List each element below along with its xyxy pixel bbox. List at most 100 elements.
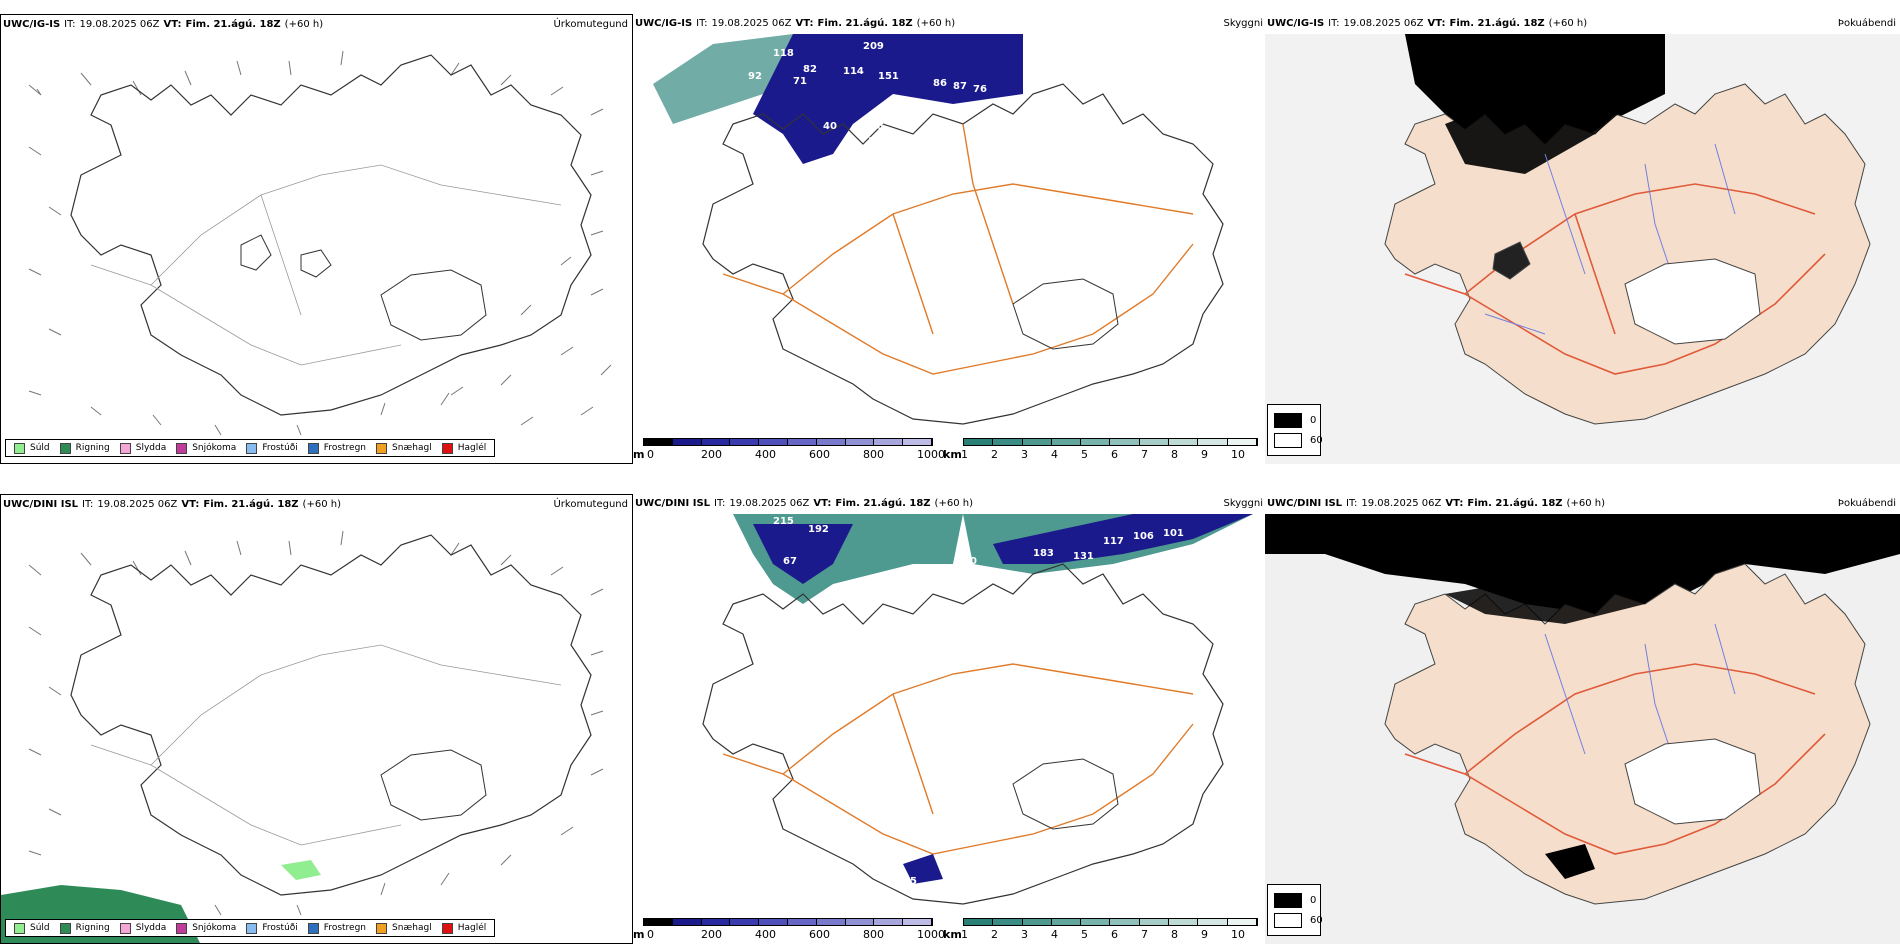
- visibility-cell: [1169, 439, 1199, 445]
- valid-time: Fim. 21.ágú. 18Z: [817, 18, 913, 29]
- iceland-coastline: [702, 83, 1224, 425]
- ceiling-cell: [874, 919, 904, 925]
- legend-label: Snjókoma: [192, 443, 237, 453]
- ceiling-value-label: 40: [823, 121, 837, 132]
- visibility-tick: 7: [1141, 448, 1148, 461]
- fog-legend-label: 0: [1310, 415, 1317, 426]
- ceiling-tick: 800: [863, 448, 884, 461]
- ceiling-cell: [787, 439, 817, 445]
- ceiling-cell: [730, 439, 760, 445]
- roads: [722, 123, 1194, 375]
- ceiling-value-label: 71: [793, 76, 807, 87]
- lead-time: (+60 h): [284, 19, 324, 30]
- ceiling-value-label: 183: [1033, 548, 1054, 559]
- visibility-cell: [1227, 919, 1257, 925]
- visibility-tick: 4: [1051, 448, 1058, 461]
- legend-item: Frostregn: [307, 442, 366, 454]
- iceland-coastline: [70, 54, 592, 416]
- glacier-vatnajokull: [380, 269, 487, 341]
- ceiling-tick: 1000: [917, 928, 945, 941]
- visibility-cell: [1198, 439, 1228, 445]
- visibility-tick: 6: [1111, 928, 1118, 941]
- visibility-cell: [1227, 439, 1257, 445]
- visibility-tick: 10: [1231, 448, 1245, 461]
- ceiling-cell: [701, 439, 731, 445]
- ceiling-value-label: 80: [1028, 44, 1042, 55]
- precip-legend: Súld Rigning Slydda Snjókoma Frostúði Frostre…: [5, 439, 496, 457]
- visibility-colorbar: km 1 2 3 4 5 6 7 8 9 10: [943, 918, 1263, 942]
- legend-item: Haglél: [441, 442, 487, 454]
- glacier-vatnajokull: [1012, 278, 1119, 350]
- legend-label: Haglél: [457, 443, 487, 453]
- visibility-tick: 1: [961, 448, 968, 461]
- glacier-vatnajokull: [380, 749, 487, 821]
- ceiling-labels: 215 192 67 81 131 117 106 101 45 52 183 20: [773, 516, 1184, 887]
- visibility-cell: [1110, 439, 1140, 445]
- precip-legend: Súld Rigning Slydda Snjókoma Frostúði Frostre…: [5, 919, 496, 937]
- legend-swatch: [246, 442, 258, 454]
- lead-time: (+60 h): [302, 499, 341, 510]
- issued-time: 19.08.2025 06Z: [79, 19, 160, 30]
- ceiling-tick: 400: [755, 448, 776, 461]
- legend-item: Frostúði: [246, 442, 298, 454]
- legend-swatch: [59, 442, 71, 454]
- visibility-tick: 8: [1171, 448, 1178, 461]
- legend-label: Frostúði: [262, 443, 298, 453]
- visibility-cell: [964, 919, 994, 925]
- ceiling-cell: [759, 439, 788, 445]
- visibility-cell: [1169, 919, 1199, 925]
- issued-prefix: IT:: [714, 498, 726, 509]
- lead-time: (+60 h): [1548, 18, 1588, 29]
- ceiling-cell: [672, 919, 702, 925]
- legend-item: Rigning: [59, 922, 110, 934]
- issued-time: 19.08.2025 06Z: [711, 18, 792, 29]
- visibility-cell: [1051, 439, 1082, 445]
- panel-title: Skyggni: [1223, 18, 1263, 29]
- ceiling-tick: 0: [647, 928, 654, 941]
- issued-time: 19.08.2025 06Z: [97, 499, 178, 510]
- visibility-tick: 6: [1111, 448, 1118, 461]
- ceiling-tick: 0: [647, 448, 654, 461]
- ceiling-value-label: 151: [878, 71, 899, 82]
- visibility-cell: [1198, 919, 1228, 925]
- visibility-tick: 10: [1231, 928, 1245, 941]
- fog-swatch-dense: [1274, 413, 1302, 428]
- ceiling-cell: [845, 919, 875, 925]
- legend-label: Rigning: [75, 443, 110, 453]
- panel-header: UWC/DINI ISL IT: 19.08.2025 06Z VT: Fim.…: [635, 498, 1261, 512]
- ceiling-value-label: 76: [973, 84, 987, 95]
- legend-swatch: [307, 442, 319, 454]
- ceiling-value-label: 131: [1073, 551, 1094, 562]
- ceiling-tick: 600: [809, 448, 830, 461]
- model-name: UWC/IG-IS: [3, 19, 61, 30]
- fog-panel-row1: UWC/IG-IS IT: 19.08.2025 06Z VT: Fim. 21…: [1265, 14, 1900, 464]
- roads: [722, 663, 1194, 855]
- ceiling-cell: [701, 919, 731, 925]
- ceiling-cell: [816, 439, 846, 445]
- legend-swatch: [119, 442, 131, 454]
- ceiling-value-label: 152: [868, 136, 889, 147]
- issued-prefix: IT:: [64, 19, 76, 30]
- legend-item: Slydda: [119, 442, 167, 454]
- panel-header: UWC/IG-IS IT: 19.08.2025 06Z VT: Fim. 21…: [635, 18, 1261, 32]
- ceiling-cell: [672, 439, 702, 445]
- visibility-tick: 3: [1021, 928, 1028, 941]
- legend-swatch: [376, 922, 388, 934]
- roads: [90, 644, 562, 846]
- visibility-cell: [964, 439, 994, 445]
- ceiling-colorbar: m 0 200 400 600 800 1000: [633, 918, 945, 942]
- issued-prefix: IT:: [696, 18, 708, 29]
- legend-label: Súld: [30, 923, 50, 933]
- legend-item: Rigning: [59, 442, 110, 454]
- ceiling-cell: [730, 919, 760, 925]
- visibility-cell: [1110, 919, 1140, 925]
- ceiling-value-label: 209: [863, 41, 884, 52]
- legend-label: Slydda: [135, 443, 167, 453]
- iceland-coastline: [702, 563, 1224, 905]
- ceiling-tick: 200: [701, 928, 722, 941]
- low-ceiling-area: [753, 524, 853, 584]
- ceiling-tick: 800: [863, 928, 884, 941]
- panel-title: Þokuábendi: [1837, 18, 1896, 29]
- visibility-panel-row1: 209 151 114 82 71 118 92 40 128 152 115 86 87 76 80 84 …: [633, 14, 1265, 464]
- ceiling-value-label: 86: [933, 78, 947, 89]
